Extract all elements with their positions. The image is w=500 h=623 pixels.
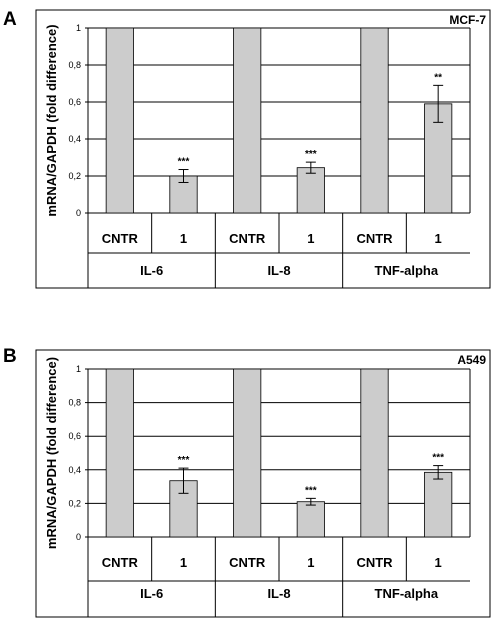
panel-a-ytick-label: 0 — [76, 208, 81, 218]
panel-b-condition-label: 1 — [307, 555, 314, 570]
panel-a-group-label: IL-6 — [140, 263, 163, 278]
panel-b-ytick-label: 0,6 — [68, 431, 81, 441]
panel-a-ylabel: mRNA/GAPDH (fold difference) — [44, 24, 59, 216]
panel-b-bar — [424, 471, 453, 538]
panel-a-bar — [233, 27, 262, 214]
panel-a-ytick-label: 0,6 — [68, 97, 81, 107]
panel-b-frame — [35, 349, 491, 618]
panel-a-significance: *** — [305, 149, 317, 160]
panel-a-condition-label: 1 — [435, 231, 442, 246]
panel-b-ytick-label: 0,4 — [68, 465, 81, 475]
panel-b-significance: *** — [432, 453, 444, 464]
panel-b-significance: *** — [178, 455, 190, 466]
panel-b-ytick-label: 0 — [76, 532, 81, 542]
panel-b-group-label: IL-6 — [140, 586, 163, 601]
panel-a-bar — [360, 27, 389, 214]
panel-a-condition-label: CNTR — [229, 231, 266, 246]
panel-a-condition-label: CNTR — [356, 231, 393, 246]
panel-a-condition-label: 1 — [307, 231, 314, 246]
panel-b-group-label: TNF-alpha — [375, 586, 439, 601]
panel-b-condition-label: CNTR — [102, 555, 139, 570]
panel-b-condition-label: 1 — [435, 555, 442, 570]
panel-b-condition-label: CNTR — [356, 555, 393, 570]
panel-b-ytick-label: 0,2 — [68, 498, 81, 508]
panel-a-bar — [296, 167, 325, 214]
panel-b-bar — [105, 368, 134, 538]
panel-a-ytick-label: 1 — [76, 23, 81, 33]
panel-b-bar — [233, 368, 262, 538]
panel-b-condition-label: 1 — [180, 555, 187, 570]
panel-a-bar — [105, 27, 134, 214]
panel-b-ytick-label: 1 — [76, 364, 81, 374]
panel-a-ytick-label: 0,4 — [68, 134, 81, 144]
panel-b-cell-line: A549 — [457, 353, 486, 367]
panel-a-bar — [169, 175, 198, 214]
panel-a-letter: A — [3, 9, 17, 30]
panel-a-ytick-label: 0,2 — [68, 171, 81, 181]
panel-a-group-label: IL-8 — [267, 263, 290, 278]
panel-b-group-label: IL-8 — [267, 586, 290, 601]
panel-b-ylabel: mRNA/GAPDH (fold difference) — [44, 357, 59, 549]
panel-a-ytick-label: 0,8 — [68, 60, 81, 70]
panel-a-significance: *** — [178, 157, 190, 168]
panel-a-significance: ** — [434, 72, 442, 83]
panel-b-bar — [296, 501, 325, 538]
panel-b-letter: B — [3, 346, 17, 367]
panel-a-group-label: TNF-alpha — [375, 263, 439, 278]
panel-a-cell-line: MCF-7 — [449, 13, 486, 27]
panel-a-condition-label: CNTR — [102, 231, 139, 246]
panel-b-significance: *** — [305, 485, 317, 496]
panel-a-frame — [35, 9, 491, 289]
panel-b-condition-label: CNTR — [229, 555, 266, 570]
panel-b-bar — [360, 368, 389, 538]
panel-b-ytick-label: 0,8 — [68, 398, 81, 408]
panel-a-condition-label: 1 — [180, 231, 187, 246]
